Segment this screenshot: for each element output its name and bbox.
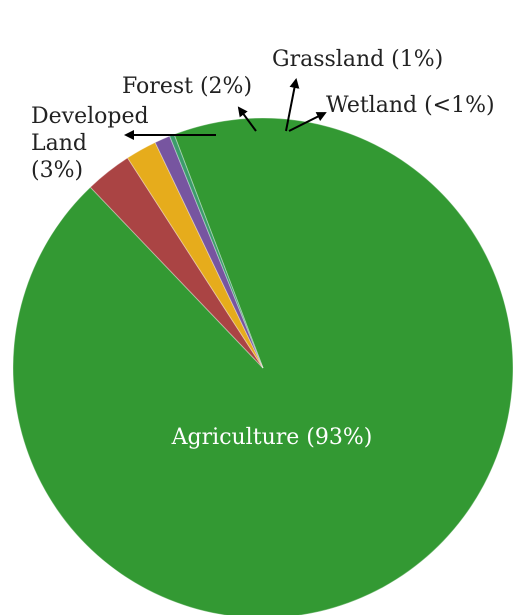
- leader-arrow-grassland: [285, 78, 300, 132]
- leader-arrow-forest: [237, 106, 257, 132]
- slice-label-developed-line3: (3%): [31, 158, 83, 183]
- slice-label-forest: Forest (2%): [122, 74, 252, 99]
- leader-arrow-wetland: [288, 112, 327, 132]
- slice-label-wetland: Wetland (<1%): [326, 93, 495, 118]
- pie-slice-forest: [126, 141, 264, 369]
- slice-label-grassland: Grassland (1%): [272, 47, 443, 72]
- pie-slice-agriculture: [12, 117, 514, 615]
- pie-slice-grassland: [154, 135, 264, 369]
- slice-label-agriculture: Agriculture (93%): [171, 425, 373, 450]
- slice-label-developed-line1: Developed: [31, 104, 149, 129]
- slice-label-developed-line2: Land: [31, 131, 87, 156]
- pie-slices: [12, 117, 514, 615]
- pie-slice-developed-land: [89, 157, 264, 369]
